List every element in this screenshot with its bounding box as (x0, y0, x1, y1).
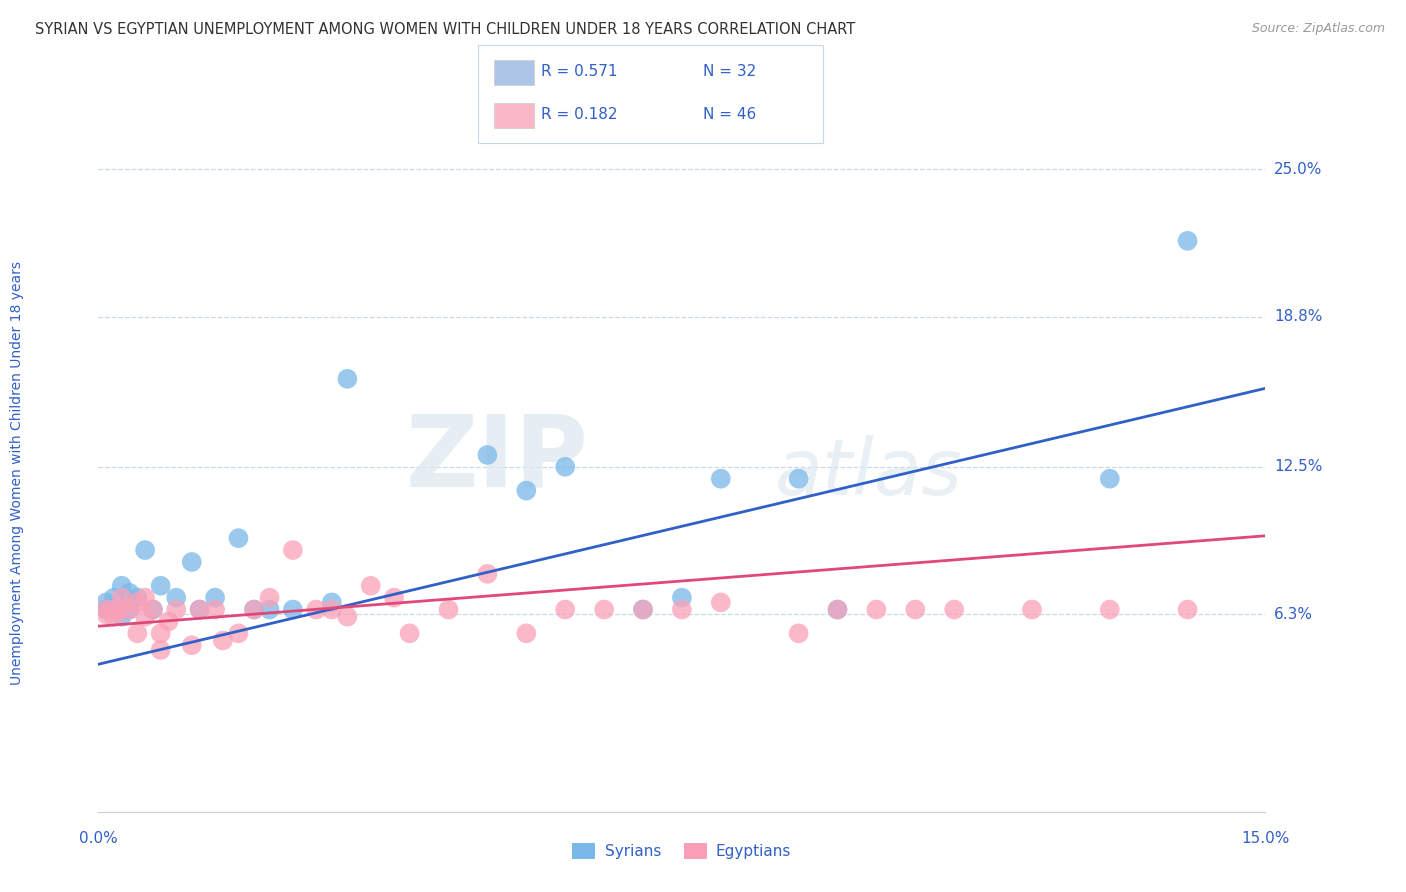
Point (360, 579, 382, 593)
Text: R = 0.571: R = 0.571 (541, 64, 617, 78)
Point (1098, 602, 1121, 616)
Point (134, 591, 156, 605)
Text: 18.8%: 18.8% (1274, 310, 1322, 325)
Point (904, 602, 927, 616)
Point (1177, 602, 1199, 616)
Point (281, 602, 304, 616)
Point (118, 602, 141, 616)
Point (111, 602, 134, 616)
Point (321, 602, 343, 616)
Text: SYRIAN VS EGYPTIAN UNEMPLOYMENT AMONG WOMEN WITH CHILDREN UNDER 18 YEARS CORRELA: SYRIAN VS EGYPTIAN UNEMPLOYMENT AMONG WO… (35, 22, 855, 37)
Text: 12.5%: 12.5% (1274, 459, 1322, 475)
Point (710, 472, 733, 486)
Text: Source: ZipAtlas.com: Source: ZipAtlas.com (1251, 22, 1385, 36)
Point (103, 609, 125, 624)
Point (243, 602, 266, 616)
Point (96, 595, 118, 609)
Point (259, 591, 281, 605)
Point (188, 602, 211, 616)
Point (787, 626, 810, 640)
Text: atlas: atlas (775, 434, 963, 511)
Point (142, 602, 165, 616)
Point (671, 602, 693, 616)
Point (710, 595, 733, 609)
Point (127, 595, 149, 609)
Point (1177, 234, 1199, 248)
Point (134, 609, 156, 624)
Point (477, 448, 499, 462)
Point (180, 638, 202, 652)
Point (336, 372, 359, 386)
Text: Unemployment Among Women with Children Under 18 years: Unemployment Among Women with Children U… (10, 260, 24, 685)
Text: 6.3%: 6.3% (1274, 607, 1313, 622)
Point (127, 591, 149, 605)
Point (149, 626, 172, 640)
Point (111, 609, 134, 624)
Legend: Syrians, Egyptians: Syrians, Egyptians (567, 837, 797, 865)
Point (96, 602, 118, 616)
Point (118, 602, 141, 616)
Point (228, 626, 250, 640)
Text: 25.0%: 25.0% (1274, 162, 1322, 177)
Point (204, 602, 226, 616)
Point (515, 626, 537, 640)
Point (321, 595, 343, 609)
Point (259, 602, 281, 616)
Point (165, 602, 187, 616)
Point (382, 591, 405, 605)
Point (305, 602, 328, 616)
Point (631, 602, 654, 616)
Point (827, 602, 849, 616)
Point (787, 472, 810, 486)
Point (142, 602, 165, 616)
Point (103, 591, 125, 605)
Point (593, 602, 616, 616)
Point (111, 579, 134, 593)
Point (477, 566, 499, 581)
Point (188, 602, 211, 616)
Point (212, 633, 235, 648)
Point (180, 555, 202, 569)
Point (336, 609, 359, 624)
Point (281, 543, 304, 558)
Point (437, 602, 460, 616)
Point (165, 591, 187, 605)
Point (865, 602, 887, 616)
Point (149, 579, 172, 593)
Text: 0.0%: 0.0% (79, 831, 118, 846)
Point (827, 602, 849, 616)
Point (103, 602, 125, 616)
Point (157, 615, 180, 629)
Point (149, 643, 172, 657)
Point (515, 483, 537, 498)
Point (96, 607, 118, 622)
Point (134, 543, 156, 558)
Point (1021, 602, 1043, 616)
Point (1098, 472, 1121, 486)
Point (943, 602, 966, 616)
Point (204, 591, 226, 605)
Text: R = 0.182: R = 0.182 (541, 107, 617, 121)
Point (228, 531, 250, 545)
Point (118, 586, 141, 600)
Point (631, 602, 654, 616)
Point (111, 591, 134, 605)
Point (96, 602, 118, 616)
Text: N = 46: N = 46 (703, 107, 756, 121)
Point (127, 626, 149, 640)
Point (671, 591, 693, 605)
Text: N = 32: N = 32 (703, 64, 756, 78)
Text: 15.0%: 15.0% (1241, 831, 1289, 846)
Point (554, 602, 576, 616)
Point (103, 602, 125, 616)
Text: ZIP: ZIP (406, 410, 589, 508)
Point (554, 459, 576, 474)
Point (243, 602, 266, 616)
Point (398, 626, 420, 640)
